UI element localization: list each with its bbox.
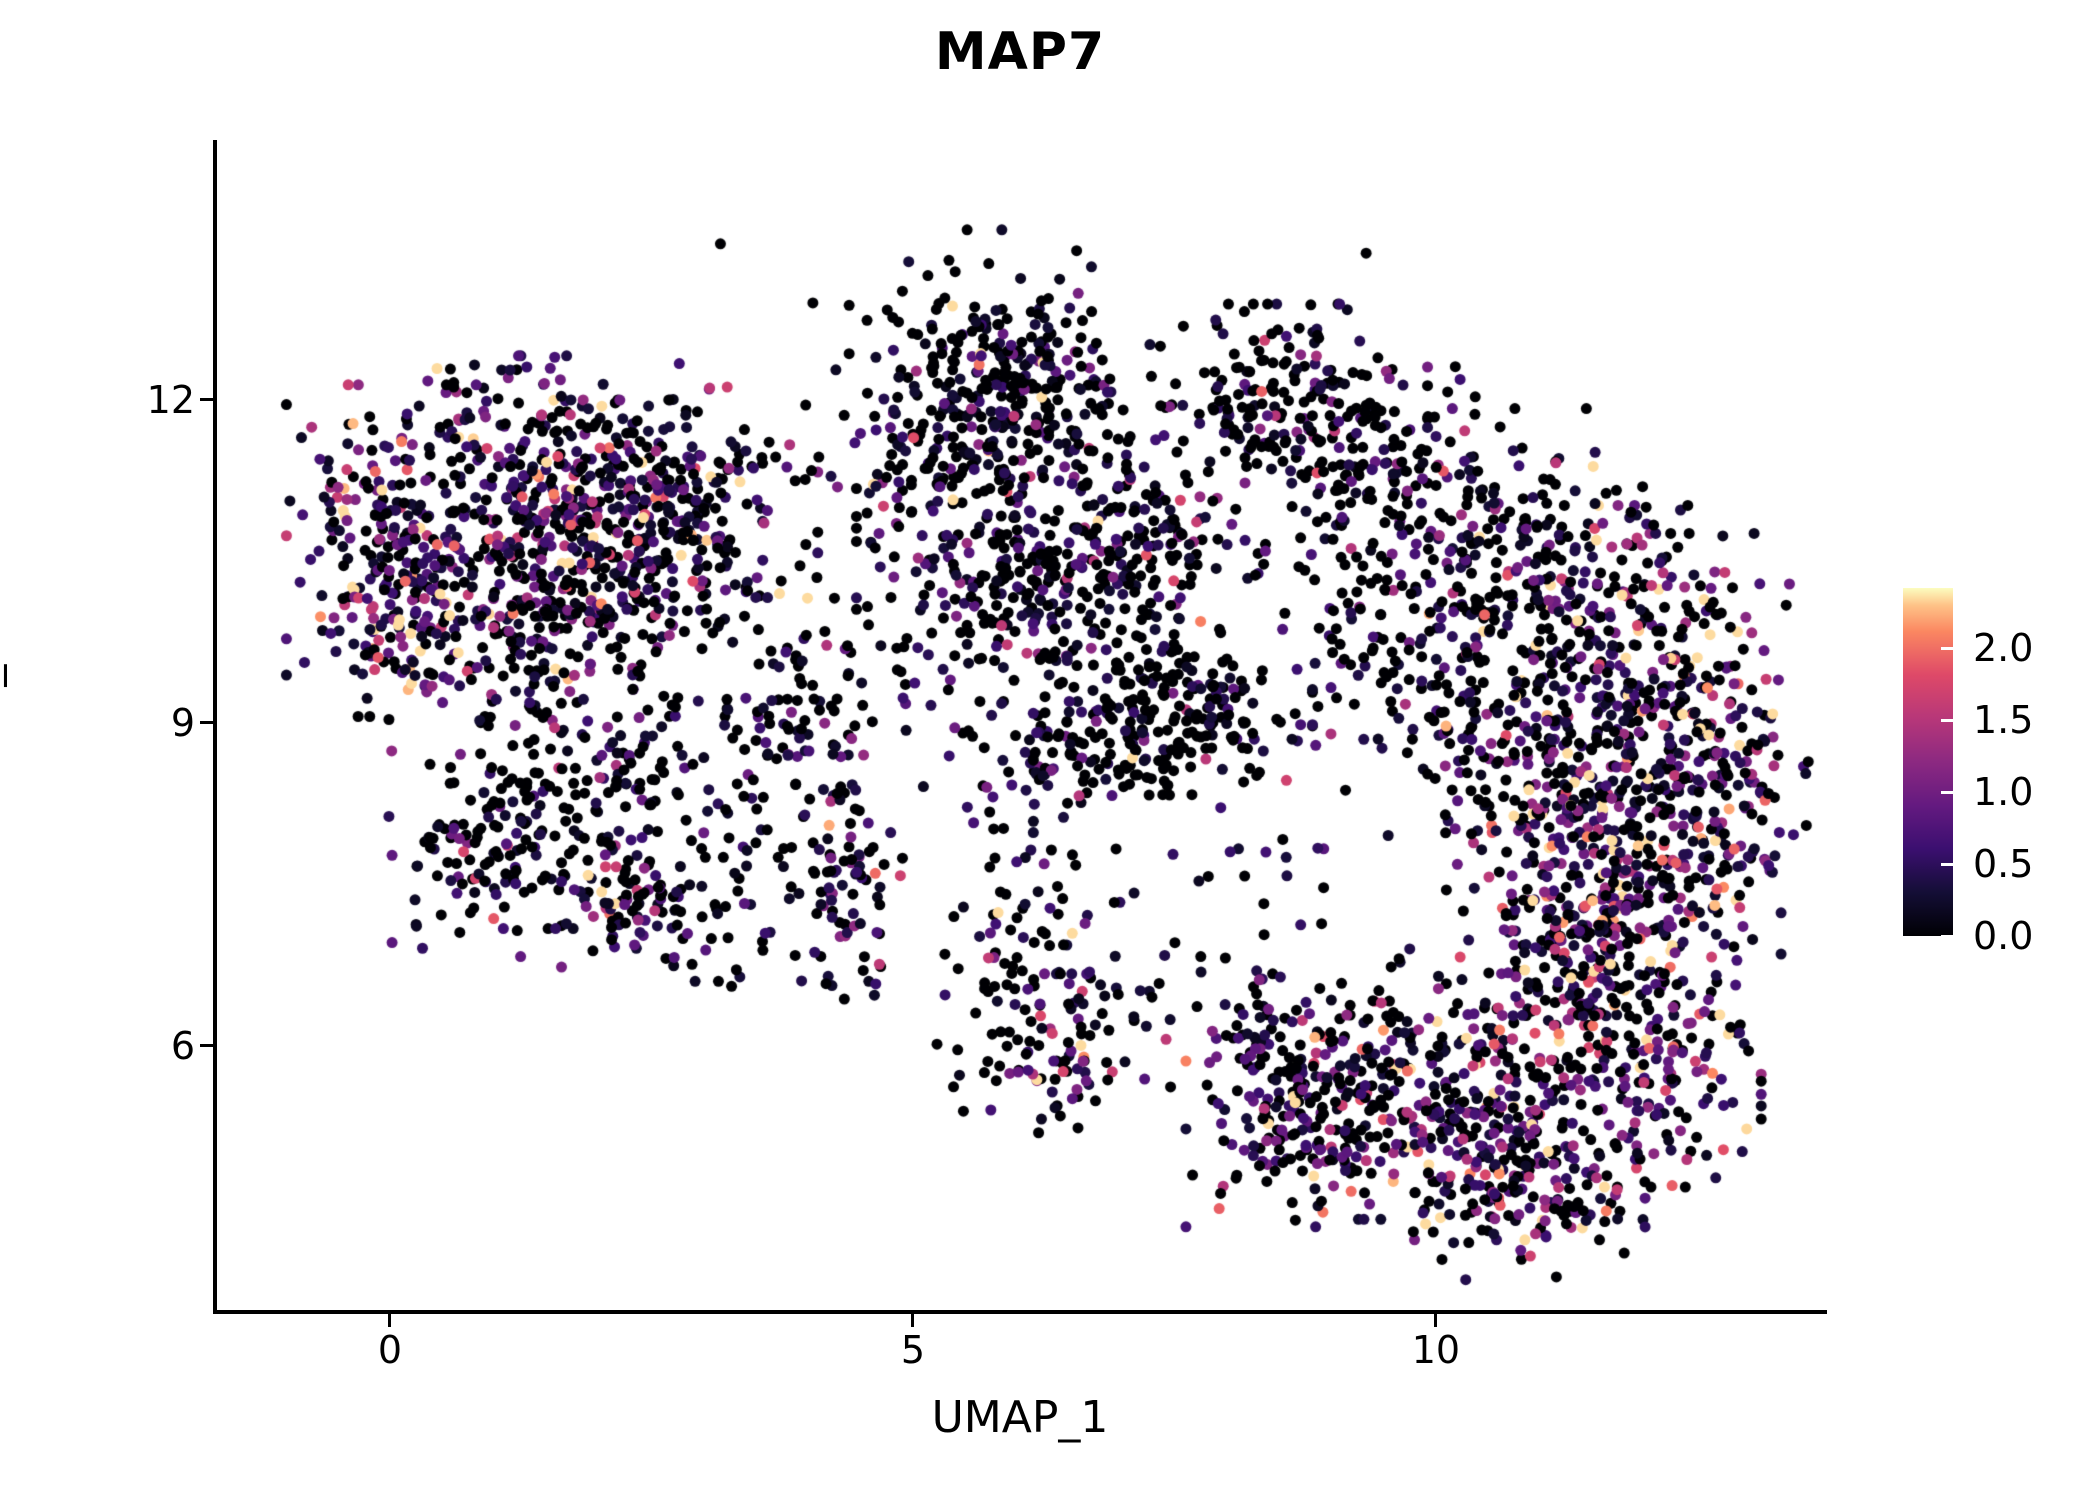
x-tick-label: 5 [900, 1328, 926, 1372]
colorbar-tick-mark [1941, 718, 1953, 722]
y-axis-title: UMAP_2 [0, 636, 8, 814]
y-tick-mark [200, 1044, 213, 1048]
umap-scatter-canvas [215, 140, 1825, 1310]
x-tick-label: 10 [1411, 1328, 1461, 1372]
x-axis-title: UMAP_1 [931, 1392, 1109, 1443]
colorbar-tick-label: 0.0 [1973, 914, 2034, 958]
y-tick-mark [200, 398, 213, 402]
colorbar-tick-mark [1941, 934, 1953, 938]
colorbar-tick-label: 1.5 [1973, 698, 2034, 743]
x-tick-label: 0 [377, 1328, 403, 1372]
x-tick-mark [1434, 1314, 1438, 1327]
plot-title: MAP7 [934, 22, 1106, 82]
colorbar-gradient [1903, 588, 1953, 936]
colorbar-tick-mark [1941, 790, 1953, 794]
colorbar-legend [1903, 588, 1953, 936]
colorbar-tick-label: 1.0 [1973, 770, 2034, 815]
x-axis-line [213, 1310, 1827, 1314]
colorbar-tick-mark [1941, 646, 1953, 650]
x-tick-mark [911, 1314, 915, 1327]
y-tick-label: 9 [170, 700, 195, 745]
x-tick-mark [388, 1314, 392, 1327]
y-tick-mark [200, 721, 213, 725]
colorbar-tick-label: 0.5 [1973, 842, 2034, 887]
y-tick-label: 12 [146, 377, 195, 422]
colorbar-tick-mark [1941, 862, 1953, 866]
colorbar-tick-label: 2.0 [1973, 626, 2034, 671]
y-tick-label: 6 [170, 1023, 195, 1068]
